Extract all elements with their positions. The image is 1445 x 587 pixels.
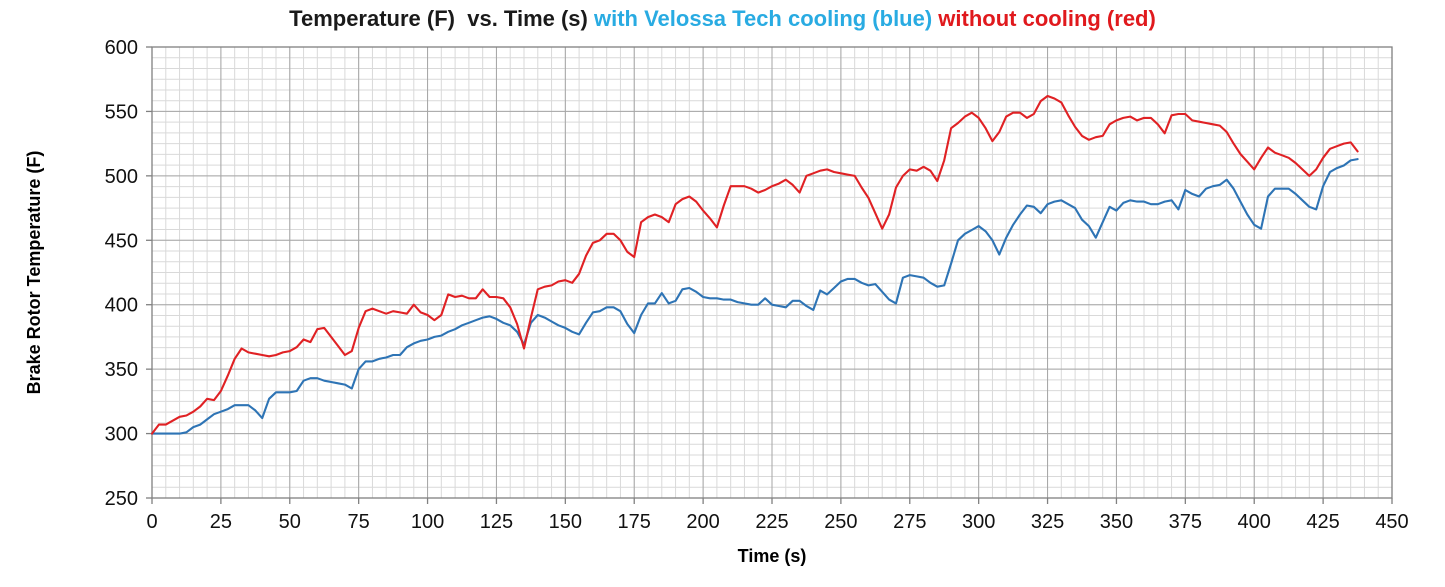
x-axis-tick-label: 425 (1306, 511, 1339, 533)
x-axis-tick-label: 225 (755, 511, 788, 533)
x-axis-tick-label: 125 (480, 511, 513, 533)
y-axis-tick-label: 500 (105, 166, 138, 188)
chart-title-main: Temperature (F) vs. Time (s) (289, 6, 594, 31)
y-axis-tick-label: 300 (105, 424, 138, 446)
x-axis-tick-label: 75 (348, 511, 370, 533)
x-axis-tick-label: 350 (1100, 511, 1133, 533)
x-axis-tick-label: 175 (618, 511, 651, 533)
y-axis-title: Brake Rotor Temperature (F) (24, 151, 44, 395)
chart-title: Temperature (F) vs. Time (s) with Veloss… (0, 6, 1445, 32)
red-no-cooling-series-line (150, 94, 1359, 435)
x-axis-tick-label: 150 (549, 511, 582, 533)
x-axis-tick-label: 450 (1375, 511, 1408, 533)
chart-title-red-legend: without cooling (red) (938, 6, 1156, 31)
series-lines (150, 94, 1359, 435)
x-axis-tick-label: 250 (824, 511, 857, 533)
y-axis-tick-label: 350 (105, 359, 138, 381)
chart-title-blue-legend: with Velossa Tech cooling (blue) (593, 6, 939, 31)
x-axis-tick-label: 200 (686, 511, 719, 533)
x-axis-tick-label: 0 (146, 511, 157, 533)
x-axis-tick-label: 50 (279, 511, 301, 533)
x-axis-tick-label: 325 (1031, 511, 1064, 533)
x-axis-tick-labels: 0 25 50 75 100 125 150 175 200 225 250 275 300 325 350… (146, 511, 1408, 533)
x-axis-tick-label: 275 (893, 511, 926, 533)
y-axis-tick-label: 250 (105, 488, 138, 510)
x-axis-tick-label: 300 (962, 511, 995, 533)
y-axis-tick-label: 600 (105, 37, 138, 59)
y-axis-tick-label: 450 (105, 230, 138, 252)
axis-ticks (146, 46, 1393, 504)
x-axis-tick-label: 100 (411, 511, 444, 533)
y-axis-tick-label: 400 (105, 295, 138, 317)
y-axis-tick-label: 550 (105, 101, 138, 123)
y-axis-tick-labels: 250 300 350 400 450 500 550 600 (105, 37, 138, 510)
x-axis-title: Time (s) (738, 546, 807, 566)
x-axis-tick-label: 25 (210, 511, 232, 533)
x-axis-tick-label: 375 (1169, 511, 1202, 533)
x-axis-tick-label: 400 (1238, 511, 1271, 533)
blue-cooling-series-line (150, 158, 1359, 435)
